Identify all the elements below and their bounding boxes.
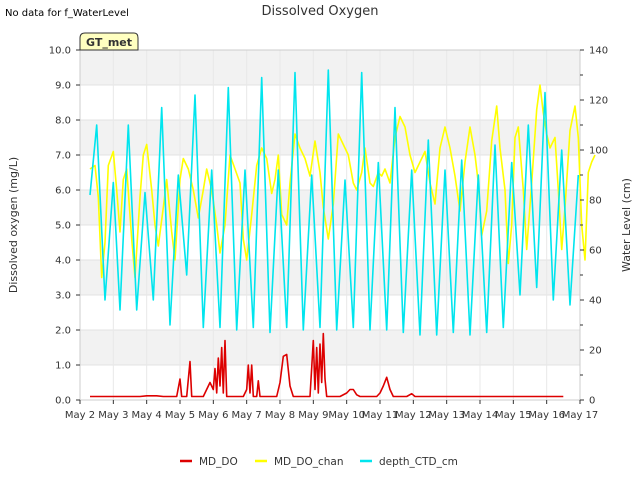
- background-band: [80, 330, 580, 365]
- chart-title: Dissolved Oxygen: [262, 4, 379, 19]
- x-tick-label: May 14: [462, 410, 499, 421]
- x-tick-label: May 7: [232, 410, 262, 421]
- series-line-md-do-chan: [89, 84, 596, 279]
- x-tick-label: May 16: [528, 410, 565, 421]
- y2-tick-label: 140: [589, 46, 608, 57]
- y-tick-label: 7.0: [55, 151, 71, 162]
- legend-label: MD_DO: [199, 456, 238, 468]
- y-tick-label: 3.0: [55, 291, 71, 302]
- y-tick-label: 10.0: [49, 46, 71, 57]
- legend: MD_DO MD_DO_chan depth_CTD_cm: [180, 456, 458, 468]
- y-tick-label: 2.0: [55, 326, 71, 337]
- y2-tick-label: 20: [589, 346, 602, 357]
- x-tick-label: May 3: [98, 410, 128, 421]
- x-tick-label: May 4: [132, 410, 162, 421]
- y2-tick-label: 100: [589, 146, 608, 157]
- x-tick-label: May 5: [165, 410, 195, 421]
- y2-tick-label: 40: [589, 296, 602, 307]
- no-data-note: No data for f_WaterLevel: [5, 8, 129, 19]
- y2-tick-label: 120: [589, 96, 608, 107]
- y-tick-label: 1.0: [55, 361, 71, 372]
- y-tick-label: 0.0: [55, 396, 71, 407]
- y-tick-label: 5.0: [55, 221, 71, 232]
- y-axis-label: Dissolved oxygen (mg/L): [7, 157, 20, 293]
- legend-label: MD_DO_chan: [274, 456, 344, 468]
- x-tick-label: May 15: [495, 410, 532, 421]
- series-line-depth-ctd-cm: [89, 69, 580, 336]
- gt-met-badge: GT_met: [79, 32, 139, 51]
- x-tick-label: May 9: [298, 410, 328, 421]
- x-tick-label: May 8: [265, 410, 295, 421]
- background-band: [80, 260, 580, 295]
- legend-label: depth_CTD_cm: [379, 456, 458, 468]
- x-tick-label: May 11: [362, 410, 399, 421]
- y-tick-label: 4.0: [55, 256, 71, 267]
- background-band: [80, 50, 580, 85]
- series-line-md-do: [90, 332, 564, 398]
- badge-label: GT_met: [86, 36, 132, 49]
- y2-axis-label: Water Level (cm): [620, 178, 633, 272]
- x-tick-label: May 12: [395, 410, 432, 421]
- y-tick-label: 9.0: [55, 81, 71, 92]
- y2-tick-label: 80: [589, 196, 602, 207]
- x-tick-label: May 2: [65, 410, 95, 421]
- y2-tick-label: 60: [589, 246, 602, 257]
- x-tick-label: May 13: [428, 410, 465, 421]
- y-tick-label: 6.0: [55, 186, 71, 197]
- x-tick-label: May 17: [562, 410, 599, 421]
- x-tick-label: May 10: [328, 410, 365, 421]
- y2-tick-label: 0: [589, 396, 595, 407]
- x-tick-label: May 6: [198, 410, 228, 421]
- y-tick-label: 8.0: [55, 116, 71, 127]
